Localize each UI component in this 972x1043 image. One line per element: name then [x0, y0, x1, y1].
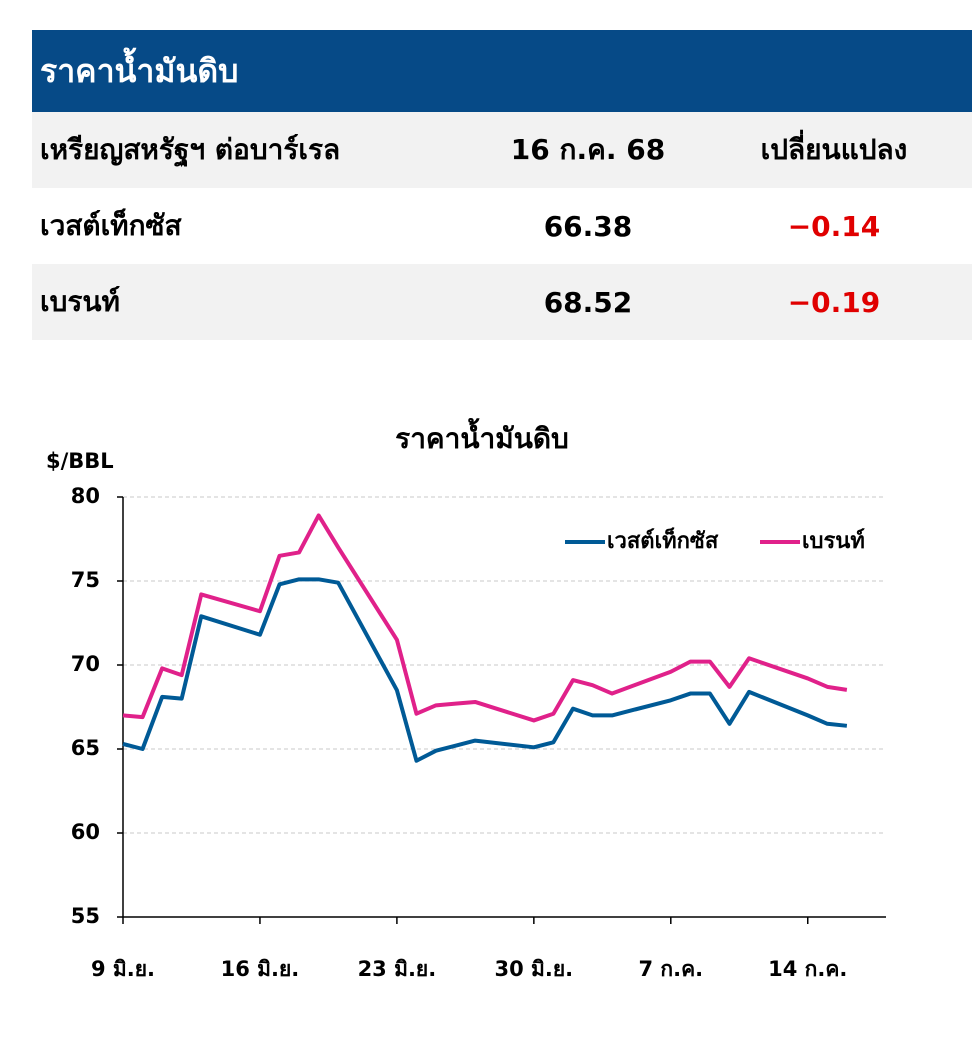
legend-label: เบรนท์	[802, 528, 865, 554]
table-row: เวสต์เท็กซัส 66.38 −0.14	[32, 188, 972, 264]
y-tick-label: 60	[71, 820, 100, 844]
x-tick-label: 16 มิ.ย.	[221, 957, 300, 981]
y-tick-label: 80	[71, 484, 100, 508]
series-line	[122, 513, 848, 723]
y-tick-label: 55	[71, 904, 100, 928]
x-tick-label: 30 มิ.ย.	[495, 957, 574, 981]
header-cell: 16 ก.ค. 68	[510, 133, 666, 166]
table-title: ราคาน้ำมันดิบ	[32, 30, 972, 112]
y-tick-label: 70	[71, 652, 100, 676]
legend-label: เวสต์เท็กซัส	[607, 526, 719, 554]
x-tick-label: 9 มิ.ย.	[91, 957, 155, 981]
cell: 66.38	[543, 209, 633, 243]
x-tick-label: 7 ก.ค.	[638, 957, 703, 981]
series-line	[122, 577, 848, 763]
cell: −0.14	[787, 209, 881, 243]
header-cell: เปลี่ยนแปลง	[760, 133, 908, 166]
chart-title: ราคาน้ำมันดิบ	[395, 417, 569, 455]
y-axis-label: $/BBL	[46, 449, 114, 473]
price-table: ราคาน้ำมันดิบ เหรียญสหรัฐฯ ต่อบาร์เรล 16…	[32, 30, 972, 340]
table-header: เหรียญสหรัฐฯ ต่อบาร์เรล 16 ก.ค. 68 เปลี่…	[32, 112, 972, 188]
table-row: เบรนท์ 68.52 −0.19	[32, 264, 972, 340]
cell: เบรนท์	[40, 285, 120, 318]
y-tick-label: 75	[71, 568, 100, 592]
x-tick-label: 23 มิ.ย.	[358, 957, 437, 981]
cell: เวสต์เท็กซัส	[40, 209, 182, 242]
cell: 68.52	[543, 285, 633, 319]
header-cell: เหรียญสหรัฐฯ ต่อบาร์เรล	[40, 133, 341, 166]
cell: −0.19	[787, 285, 881, 319]
y-tick-label: 65	[71, 736, 100, 760]
x-tick-label: 14 ก.ค.	[768, 957, 847, 981]
